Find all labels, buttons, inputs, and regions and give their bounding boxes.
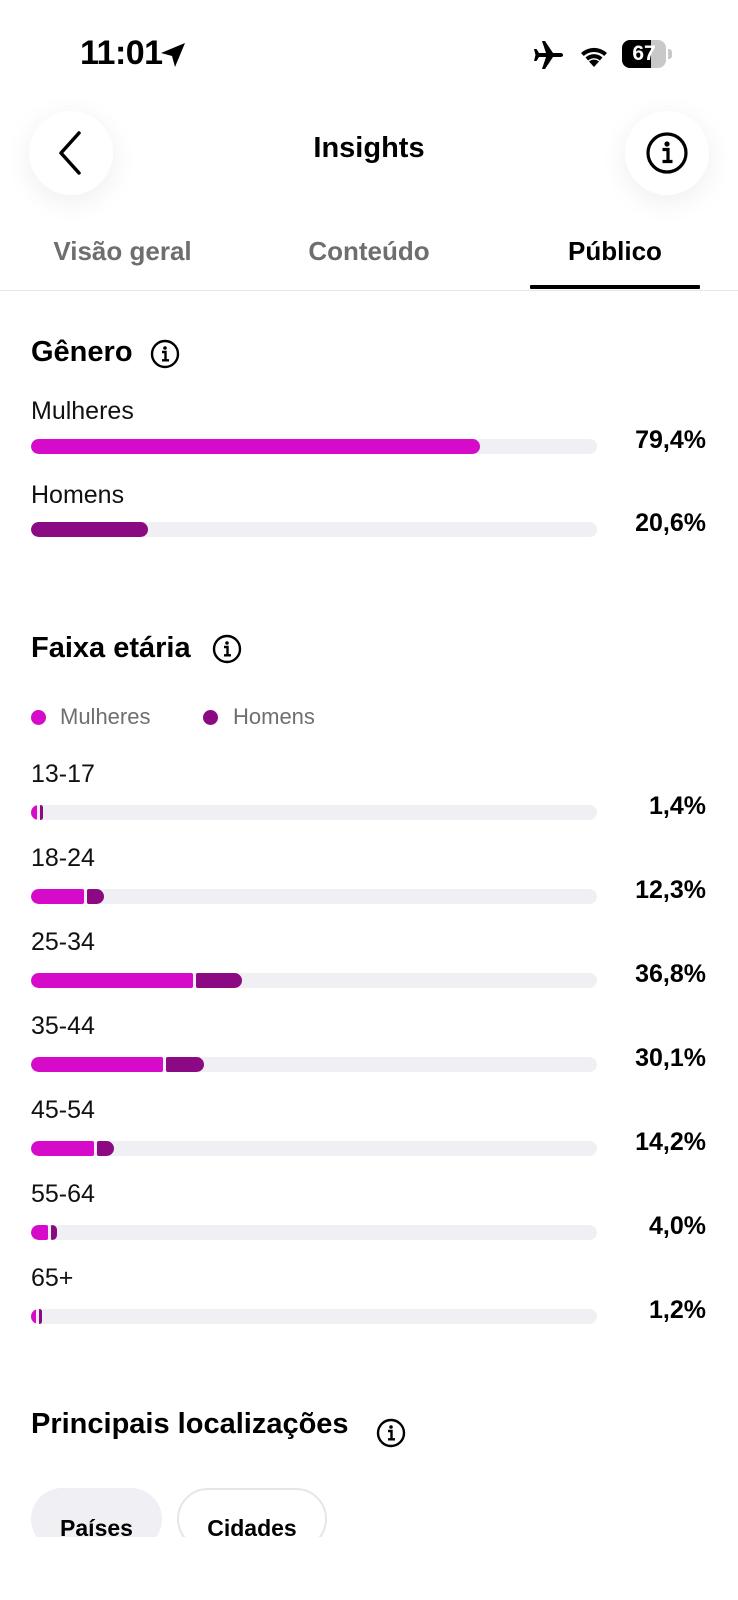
age-bar-women <box>31 973 194 988</box>
gender-bar-fill <box>31 439 481 454</box>
age-bar-track <box>31 1141 597 1156</box>
age-bar-track <box>31 973 597 988</box>
gender-row-label: Mulheres <box>31 397 134 425</box>
gender-info-icon[interactable] <box>150 339 180 369</box>
gender-row-label: Homens <box>31 481 125 509</box>
age-row-label: 55-64 <box>31 1180 95 1208</box>
age-bar-men <box>39 805 43 820</box>
age-bar-track <box>31 1309 597 1324</box>
age-bar-women <box>31 805 37 820</box>
legend-dot-women <box>31 710 46 725</box>
age-row-percent: 12,3% <box>635 876 706 904</box>
age-bar-men <box>196 973 243 988</box>
age-row-label: 45-54 <box>31 1096 95 1124</box>
info-button[interactable] <box>625 111 709 195</box>
age-bar-track <box>31 805 597 820</box>
age-bar-men <box>96 1141 115 1156</box>
gender-row-percent: 79,4% <box>635 426 706 454</box>
age-bar-track <box>31 1057 597 1072</box>
age-bar-men <box>39 1309 43 1324</box>
battery-level-text: 67 <box>632 42 656 65</box>
age-row-label: 65+ <box>31 1264 74 1292</box>
gender-row-percent: 20,6% <box>635 509 706 537</box>
age-bar-women <box>31 1057 164 1072</box>
age-row-percent: 1,4% <box>649 792 706 820</box>
age-section-title: Faixa etária <box>31 632 191 664</box>
age-bar-track <box>31 889 597 904</box>
gender-section-title: Gênero <box>31 336 133 368</box>
age-row-percent: 30,1% <box>635 1044 706 1072</box>
status-time: 11:01 <box>80 34 163 72</box>
age-info-icon[interactable] <box>212 634 242 664</box>
age-bar-men <box>50 1225 57 1240</box>
age-row-percent: 4,0% <box>649 1212 706 1240</box>
gender-bar-fill <box>31 522 148 537</box>
age-row-percent: 36,8% <box>635 960 706 988</box>
legend-label-women: Mulheres <box>60 704 151 729</box>
age-row-label: 35-44 <box>31 1012 95 1040</box>
active-tab-indicator <box>530 285 700 289</box>
legend-label-men: Homens <box>233 704 315 729</box>
age-row-label: 13-17 <box>31 760 95 788</box>
age-row-percent: 14,2% <box>635 1128 706 1156</box>
age-bar-track <box>31 1225 597 1240</box>
bottom-fade <box>0 1537 738 1600</box>
age-row-label: 25-34 <box>31 928 95 956</box>
gender-bar-track <box>31 439 597 454</box>
tab-content[interactable]: Conteúdo <box>308 236 430 266</box>
chevron-left-icon <box>59 131 81 175</box>
age-bar-women <box>31 1141 94 1156</box>
age-row-percent: 1,2% <box>649 1296 706 1324</box>
age-row-label: 18-24 <box>31 844 95 872</box>
location-arrow-icon <box>161 43 185 67</box>
locations-info-icon[interactable] <box>376 1418 406 1448</box>
age-bar-women <box>31 889 85 904</box>
battery-indicator: 67 <box>622 40 672 68</box>
gender-bar-track <box>31 522 597 537</box>
wifi-icon <box>581 47 607 67</box>
back-button[interactable] <box>29 111 113 195</box>
airplane-mode-icon <box>534 41 563 69</box>
tab-bar: Visão geral Conteúdo Público <box>0 222 738 291</box>
page-title: Insights <box>313 132 425 164</box>
age-bar-women <box>31 1309 37 1324</box>
age-bar-men <box>87 889 104 904</box>
tab-audience[interactable]: Público <box>568 236 662 266</box>
legend-dot-men <box>203 710 218 725</box>
tab-overview[interactable]: Visão geral <box>53 236 192 266</box>
locations-section-title: Principais localizações <box>31 1408 349 1440</box>
info-icon <box>646 132 688 174</box>
status-bar: 11:01 67 <box>0 0 738 100</box>
age-bar-women <box>31 1225 48 1240</box>
age-bar-men <box>166 1057 205 1072</box>
